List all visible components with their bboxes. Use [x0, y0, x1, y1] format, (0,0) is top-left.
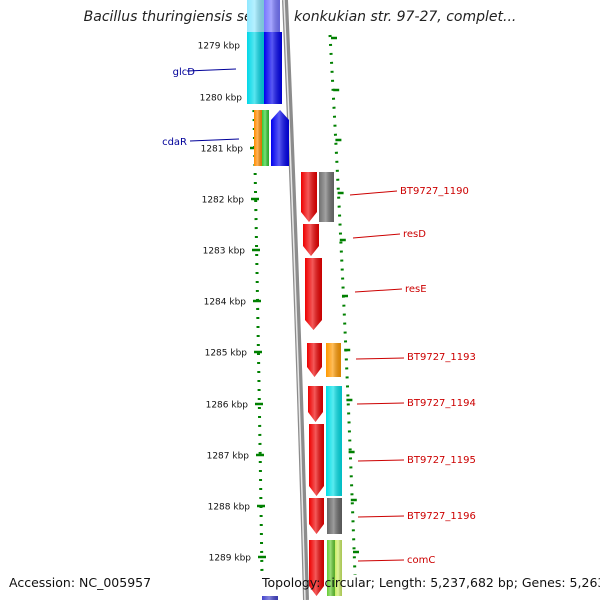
gene-block-BT9727_1193[interactable]: [307, 343, 322, 377]
gene-label-glcD[interactable]: glcD: [173, 67, 196, 78]
gene-block-comC-lime-shade: [335, 540, 342, 596]
leader-line: [357, 515, 405, 518]
gene-block-BT9727_1190-shade: [301, 172, 317, 222]
gene-block-resD[interactable]: [303, 224, 319, 256]
ruler-label: 1280 kbp: [200, 94, 243, 104]
gene-block-top-cyan-light-shade: [247, 0, 264, 32]
gene-block-comC-lime[interactable]: [335, 540, 342, 596]
gene-block-BT9727_1194-shade: [308, 386, 323, 422]
leader-line: [352, 233, 401, 239]
gene-label-BT9727_1195[interactable]: BT9727_1195: [407, 455, 476, 466]
gene-block-cdaR[interactable]: [271, 110, 289, 166]
gene-block-comC[interactable]: [309, 540, 324, 596]
ruler-label: 1287 kbp: [207, 452, 250, 462]
gene-block-cdaR-green-shade: [262, 110, 269, 166]
map-title: Bacillus thuringiensis serovar konkukian…: [83, 9, 517, 25]
gene-label-cdaR[interactable]: cdaR: [162, 137, 187, 148]
accession-text: Accession: NC_005957: [9, 575, 152, 590]
ruler-label: 1288 kbp: [208, 503, 251, 513]
gene-label-BT9727_1193[interactable]: BT9727_1193: [407, 352, 476, 363]
gene-block-top-blue-light[interactable]: [264, 0, 280, 32]
gene-label-resE[interactable]: resE: [405, 284, 427, 295]
gene-block-cyan-column-shade: [326, 386, 342, 496]
ruler-label: 1284 kbp: [204, 298, 247, 308]
genome-backbone: [282, 0, 309, 600]
gene-block-BT9727_1193-shade: [307, 343, 322, 377]
leader-line: [357, 459, 405, 462]
gene-label-BT9727_1190[interactable]: BT9727_1190: [400, 186, 469, 197]
gene-block-BT9727_1190[interactable]: [301, 172, 317, 222]
gene-block-cdaR-shade: [271, 110, 289, 166]
leader-line: [356, 402, 405, 405]
gene-label-BT9727_1196[interactable]: BT9727_1196: [407, 511, 476, 522]
gene-block-BT9727_1196[interactable]: [309, 498, 324, 534]
gene-block-bottom-blue-shade: [262, 596, 278, 600]
gene-label-comC[interactable]: comC: [407, 555, 435, 566]
gene-block-top-blue-light-shade: [264, 0, 280, 32]
leader-line: [349, 190, 398, 196]
ruler-label: 1283 kbp: [203, 247, 246, 257]
gene-block-cyan-column[interactable]: [326, 386, 342, 496]
ruler-label: 1286 kbp: [206, 401, 249, 411]
gene-block-cdaR-orange-shade: [254, 110, 262, 166]
leader-line: [354, 288, 403, 293]
gene-block-comC-shade: [309, 540, 324, 596]
gene-block-resD-shade: [303, 224, 319, 256]
gene-block-BT9727_1193-pair-shade: [326, 343, 341, 377]
gene-block-glcD[interactable]: [247, 32, 264, 104]
leader-line: [357, 559, 405, 562]
gene-label-resD[interactable]: resD: [403, 229, 426, 240]
leader-line: [186, 68, 237, 72]
ruler-label: 1285 kbp: [205, 349, 248, 359]
gene-block-bottom-blue[interactable]: [262, 596, 278, 600]
gene-block-BT9727_1190-pair-shade: [319, 172, 334, 222]
gene-block-glcD-partner[interactable]: [264, 32, 282, 104]
gene-block-BT9727_1196-pair[interactable]: [327, 498, 342, 534]
gene-block-glcD-partner-shade: [264, 32, 282, 104]
ruler-label: 1289 kbp: [209, 554, 252, 564]
genome-backbone-highlight: [283, 0, 306, 600]
gene-block-resE[interactable]: [305, 258, 322, 330]
gene-block-top-cyan-light[interactable]: [247, 0, 264, 32]
gene-block-BT9727_1196-pair-shade: [327, 498, 342, 534]
gene-block-BT9727_1196-shade: [309, 498, 324, 534]
gene-block-glcD-shade: [247, 32, 264, 104]
ruler-label: 1279 kbp: [198, 42, 241, 52]
gene-block-cdaR-orange[interactable]: [254, 110, 262, 166]
gene-block-BT9727_1193-pair[interactable]: [326, 343, 341, 377]
gene-block-comC-green-shade: [327, 540, 335, 596]
leader-line: [189, 138, 240, 142]
gene-block-BT9727_1194[interactable]: [308, 386, 323, 422]
ruler-label: 1282 kbp: [202, 196, 245, 206]
ruler-label: 1281 kbp: [201, 145, 244, 155]
gene-block-comC-green[interactable]: [327, 540, 335, 596]
gene-block-BT9727_1195[interactable]: [309, 424, 324, 496]
gene-block-BT9727_1195-shade: [309, 424, 324, 496]
leader-line: [355, 357, 405, 360]
scale-line-inner: [250, 19, 264, 576]
topology-text: Topology: circular; Length: 5,237,682 bp…: [262, 575, 600, 590]
gene-block-BT9727_1190-pair[interactable]: [319, 172, 334, 222]
gene-block-resE-shade: [305, 258, 322, 330]
gene-block-cdaR-green[interactable]: [262, 110, 269, 166]
gene-label-BT9727_1194[interactable]: BT9727_1194: [407, 398, 476, 409]
